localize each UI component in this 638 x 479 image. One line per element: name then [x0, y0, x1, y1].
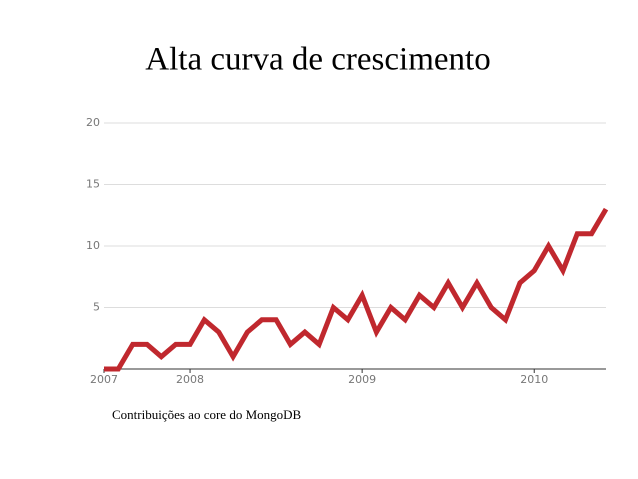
x-tick-label: 2009 [348, 373, 376, 386]
y-tick-label: 20 [86, 116, 100, 129]
y-tick-label: 15 [86, 178, 100, 191]
x-tick-label: 2008 [176, 373, 204, 386]
chart-title: Alta curva de crescimento [145, 42, 490, 78]
caption: Contribuições ao core do MongoDB [112, 407, 302, 422]
x-tick-label: 2007 [90, 373, 118, 386]
x-tick-label: 2010 [520, 373, 548, 386]
y-tick-label: 10 [86, 239, 100, 252]
y-tick-label: 5 [93, 301, 100, 314]
data-line [104, 207, 609, 372]
